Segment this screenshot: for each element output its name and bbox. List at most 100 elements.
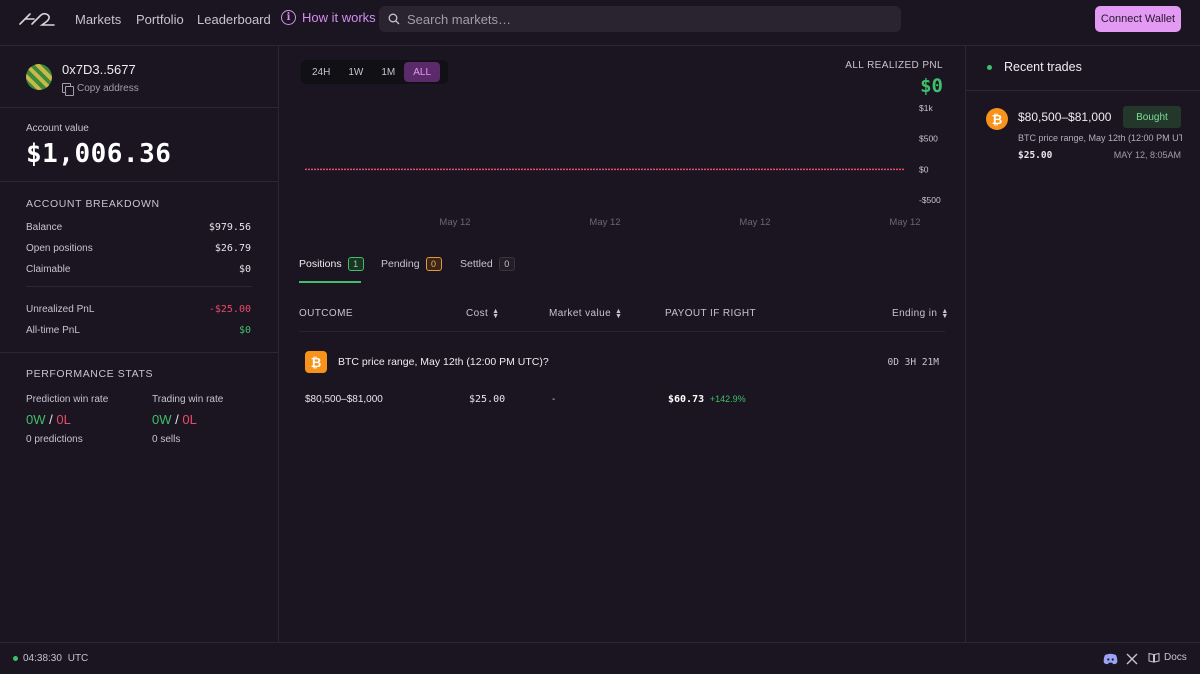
header-cost-label: Cost (466, 308, 489, 319)
tab-pending-label: Pending (381, 258, 420, 270)
profile-header: 0x7D3..5677 Copy address (0, 46, 279, 108)
header-ending-label: Ending in (892, 308, 938, 319)
sort-icon: ▲ ▼ (492, 307, 500, 320)
realized-pnl-label: ALL REALIZED PNL (845, 60, 943, 71)
trading-win-rate: 0W / 0L (152, 412, 197, 427)
alltime-pnl-value: $0 (238, 325, 251, 336)
copy-icon (62, 83, 74, 96)
trade-item[interactable]: ₿ $80,500–$81,000 Bought BTC price range… (966, 91, 1200, 171)
tab-pending-count: 0 (425, 257, 442, 271)
table-divider (299, 331, 945, 332)
connect-wallet-button[interactable]: Connect Wallet (1095, 6, 1181, 32)
prediction-win-rate: 0W / 0L (26, 412, 71, 427)
clock-time: 04:38:30 (23, 653, 62, 664)
range-tab-all[interactable]: ALL (404, 62, 441, 82)
sort-icon: ▲ ▼ (615, 307, 623, 320)
header-market-value-label: Market value (549, 308, 612, 319)
x-twitter-icon[interactable] (1126, 653, 1138, 665)
unrealized-pnl-value: -$25.00 (208, 304, 251, 315)
tab-settled-count: 0 (498, 257, 515, 271)
balance-label: Balance (26, 222, 63, 233)
search-icon (388, 13, 400, 25)
clock-tz: UTC (67, 653, 89, 664)
tab-positions-label: Positions (299, 258, 342, 270)
realized-pnl-value: $0 (920, 75, 943, 97)
header-ending[interactable]: Ending in ▲ ▼ (892, 307, 949, 320)
nav-how-it-works-label: How it works (302, 10, 376, 25)
header-cost[interactable]: Cost ▲ ▼ (466, 307, 500, 320)
status-dot (13, 656, 18, 661)
market-question: BTC price range, May 12th (12:00 PM UTC)… (338, 356, 549, 368)
prediction-win-rate-label: Prediction win rate (26, 394, 109, 405)
range-tab-24h[interactable]: 24H (312, 66, 331, 78)
recent-trades-panel: Recent trades ₿ $80,500–$81,000 Bought B… (965, 46, 1200, 642)
recent-trades-title: Recent trades (1004, 60, 1082, 74)
y-tick-label: -$500 (919, 195, 941, 205)
alltime-pnl-label: All-time PnL (26, 325, 80, 336)
docs-link[interactable]: Docs (1148, 652, 1187, 663)
top-nav: Markets Portfolio Leaderboard i How it w… (0, 0, 1200, 46)
x-tick-label: May 12 (439, 217, 470, 228)
bitcoin-icon: ₿ (986, 108, 1008, 130)
breakdown-title: ACCOUNT BREAKDOWN (26, 198, 160, 210)
payout-change: +142.9% (709, 394, 746, 404)
balance-value: $979.56 (208, 222, 251, 233)
trading-wins: 0W (152, 412, 172, 427)
unrealized-pnl-label: Unrealized PnL (26, 304, 95, 315)
tab-settled-label: Settled (460, 258, 493, 270)
header-outcome-label: OUTCOME (299, 308, 353, 319)
clock: 04:38:30 UTC (23, 653, 88, 664)
y-tick-label: $1k (919, 103, 933, 113)
info-icon: i (281, 10, 296, 25)
tab-pending[interactable]: Pending 0 (381, 257, 442, 271)
table-row[interactable]: ₿ BTC price range, May 12th (12:00 PM UT… (280, 346, 965, 416)
tab-positions[interactable]: Positions 1 (299, 257, 364, 271)
account-value-label: Account value (26, 123, 89, 134)
breakdown-divider (26, 286, 252, 287)
nav-how-it-works[interactable]: i How it works (281, 10, 376, 25)
claimable-label: Claimable (26, 264, 71, 275)
y-tick-label: $0 (919, 164, 929, 174)
sort-icon: ▲ ▼ (941, 307, 949, 320)
wallet-address: 0x7D3..5677 (62, 62, 136, 77)
trade-outcome: $80,500–$81,000 (1018, 110, 1112, 124)
x-tick-label: May 12 (739, 217, 770, 228)
prediction-wins: 0W (26, 412, 46, 427)
claimable-value: $0 (238, 264, 251, 275)
section-divider (0, 352, 279, 353)
trading-losses: 0L (182, 412, 197, 427)
copy-address-button[interactable]: Copy address (62, 83, 139, 96)
cost-value: $25.00 (469, 394, 506, 405)
sells-count: 0 sells (152, 434, 181, 445)
nav-portfolio[interactable]: Portfolio (136, 12, 184, 27)
nav-markets[interactable]: Markets (75, 12, 122, 27)
copy-address-label: Copy address (77, 83, 139, 94)
main-panel: 24H 1W 1M ALL ALL REALIZED PNL $0 $1k $50… (280, 46, 965, 642)
account-panel: 0x7D3..5677 Copy address Account value $… (0, 46, 279, 642)
tab-settled[interactable]: Settled 0 (460, 257, 515, 271)
trading-win-rate-label: Trading win rate (152, 394, 224, 405)
search-bar[interactable] (379, 6, 901, 32)
avatar (26, 64, 52, 90)
y-tick-label: $500 (919, 134, 938, 144)
payout-value: $60.73 (668, 394, 705, 405)
range-tab-1m[interactable]: 1M (381, 66, 396, 78)
payout-cell: $60.73 +142.9% (668, 394, 746, 405)
header-payout: PAYOUT IF RIGHT (665, 308, 756, 319)
pnl-chart: $1k $500 $0 -$500 May 12 May 12 May 12 May 12 (305, 103, 941, 228)
trade-amount: $25.00 (1018, 150, 1053, 161)
search-input[interactable] (407, 11, 887, 27)
range-tab-1w[interactable]: 1W (348, 66, 364, 78)
header-market-value[interactable]: Market value ▲ ▼ (549, 307, 623, 320)
market-value: - (552, 394, 556, 405)
header-payout-label: PAYOUT IF RIGHT (665, 308, 757, 319)
prediction-losses: 0L (56, 412, 71, 427)
tab-positions-count: 1 (347, 257, 364, 271)
book-icon (1148, 652, 1160, 663)
prediction-separator: / (49, 412, 53, 427)
x-tick-label: May 12 (589, 217, 620, 228)
nav-leaderboard[interactable]: Leaderboard (197, 12, 271, 27)
discord-icon[interactable] (1103, 653, 1118, 665)
logo-icon[interactable] (18, 10, 62, 28)
outcome-range: $80,500–$81,000 (305, 394, 383, 405)
